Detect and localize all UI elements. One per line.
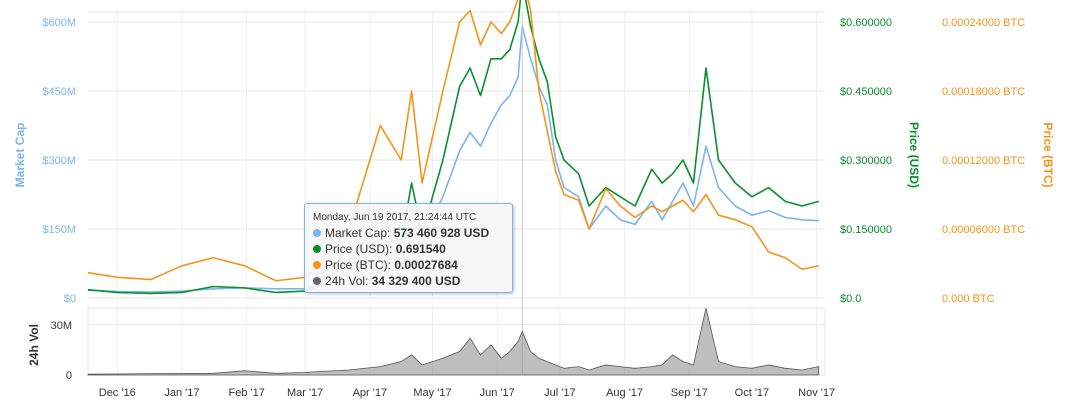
left-tick-label: $150M [42,224,76,236]
btc-tick-label: 0.00012000 BTC [942,155,1025,167]
usd-tick-label: $0.0 [840,293,861,305]
x-tick-label: Jan '17 [164,387,199,399]
x-tick-label: Aug '17 [606,387,643,399]
x-tick-label: Jul '17 [544,387,575,399]
left-tick-label: $450M [42,86,76,98]
tooltip-dot [313,245,321,253]
tooltip-row-price-btc: Price (BTC): 0.00027684 [313,257,504,273]
volume-axis-title: 24h Vol [27,324,41,366]
x-tick-label: Nov '17 [798,387,835,399]
grid [88,11,825,299]
x-tick-label: Sep '17 [671,387,708,399]
btc-axis-title: Price (BTC) [1041,122,1055,187]
tooltip-value: 34 329 400 USD [371,274,461,288]
tooltip-dot [313,229,321,237]
left-axis-title: Market Cap [13,123,27,188]
btc-tick-label: 0.00018000 BTC [942,86,1025,98]
tooltip-row-market-cap: Market Cap: 573 460 928 USD [313,225,504,241]
x-tick-label: Dec '16 [99,387,136,399]
usd-tick-label: $0.150000 [840,224,892,236]
tooltip-label: Price (USD): [325,242,393,256]
left-tick-label: $0 [64,293,76,305]
volume-tick-label: 0 [66,370,72,382]
btc-tick-label: 0.000 BTC [942,293,995,305]
tooltip-row-volume: 24h Vol: 34 329 400 USD [313,273,504,289]
left-tick-label: $300M [42,155,76,167]
tooltip-date: Monday, Jun 19 2017, 21:24:44 UTC [313,212,477,223]
usd-tick-label: $0.450000 [840,86,892,98]
tooltip-value: 0.00027684 [394,258,458,272]
btc-tick-label: 0.00006000 BTC [942,224,1025,236]
tooltip-value: 0.691540 [395,242,446,256]
volume-layer [87,307,820,376]
series-layer [87,0,819,375]
tooltip-value: 573 460 928 USD [393,226,490,240]
tooltip-dot [313,277,321,285]
volume-tick-label: 30M [51,320,72,332]
x-tick-label: Feb '17 [228,387,264,399]
axis-labels: $0 $0.0 0.000 BTC $150M $0.150000 0.00006000 … [42,17,1025,399]
x-tick-label: May '17 [413,387,451,399]
usd-tick-label: $0.300000 [840,155,892,167]
left-tick-label: $600M [42,17,76,29]
tooltip-row-price-usd: Price (USD): 0.691540 [313,241,504,257]
x-tick-label: Mar '17 [287,387,323,399]
usd-tick-label: $0.600000 [840,17,892,29]
x-tick-label: Jun '17 [480,387,515,399]
x-tick-label: Oct '17 [735,387,770,399]
volume-area [87,307,820,376]
tooltip-dot [313,261,321,269]
tooltip: Monday, Jun 19 2017, 21:24:44 UTC Market… [304,203,513,293]
x-tick-label: Apr '17 [353,387,388,399]
btc-tick-label: 0.00024000 BTC [942,17,1025,29]
usd-axis-title: Price (USD) [907,122,921,188]
tooltip-label: 24h Vol: [325,274,369,288]
tooltip-label: Price (BTC): [325,258,391,272]
tooltip-label: Market Cap: [325,226,391,240]
